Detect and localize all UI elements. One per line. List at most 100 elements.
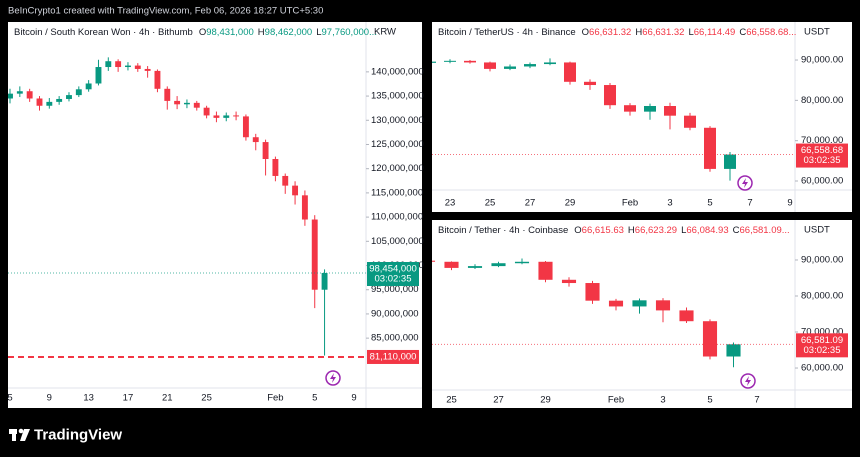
x-tick-label: 17 [123,393,134,404]
price-tag [796,333,848,358]
hline-tag [367,349,419,364]
candle-body [144,68,151,71]
candle-body [624,105,636,112]
candle [125,62,131,71]
candle-body [514,261,530,264]
candle-body [66,95,72,99]
y-tick-label: 70,000.00 [801,327,843,338]
candle-body [183,102,190,105]
candle-body [684,115,696,128]
price-tag [367,262,419,287]
candle-body [16,91,23,94]
ohlc-letter: H [635,27,642,38]
chart-panel: 60,000.00 70,000.00 80,000.00 90,000.00 USDT… [432,220,852,408]
ohlc-letter: H [628,225,635,236]
candle [203,105,210,119]
candle-body [233,115,240,117]
candle [115,59,122,72]
hline-tag-label: 81,110,000 [370,351,417,362]
candle-body [292,185,299,196]
panels: 85,000,00090,000,00095,000,000100,000,00… [7,22,852,408]
panel-background [432,220,852,408]
currency-label: USDT [804,225,830,236]
y-tick-label: 70,000.00 [801,135,843,146]
x-tick-label: 29 [565,198,576,209]
candle [233,111,240,121]
candle [282,173,289,194]
x-tick-label: Feb [608,395,624,406]
candle-body [464,60,476,63]
brand-name: TradingView [34,426,122,443]
countdown: 03:02:35 [804,155,841,166]
candle [484,61,496,72]
candle [664,102,676,130]
currency-label: USDT [804,27,830,38]
candle [75,86,82,98]
candle [242,114,249,141]
y-tick-label: 140,000,000 [371,66,424,77]
candle-body [544,62,556,65]
plot-area [432,58,736,181]
symbol-title: Bitcoin / TetherUS · 4h · Binance [438,27,576,38]
candle-body [252,137,259,143]
candle-body [8,93,13,99]
candle-body [724,154,736,169]
candle-body [608,300,624,307]
y-tick-label: 80,000.00 [801,291,843,302]
candle [524,62,536,69]
symbol-title: Bitcoin / South Korean Won · 4h · Bithum… [14,27,193,38]
y-tick-label: 110,000,000 [371,212,423,223]
logo-shape [12,429,16,441]
y-tick-label: 60,000.00 [801,176,843,187]
y-tick-label: 130,000,000 [371,115,424,126]
candle [514,258,530,265]
ohlc-letter: C [739,27,746,38]
candle-body [242,116,249,138]
x-tick-label: 21 [162,393,173,404]
candle-body [105,61,112,68]
candle [632,298,647,314]
candle [154,69,161,93]
header-text: BeInCrypto1 created with TradingView.com… [8,6,323,17]
candle-body [702,321,718,357]
logo-shape [18,428,24,434]
candle-body [282,175,289,186]
price-tag [796,143,848,168]
x-tick-label: 27 [493,395,504,406]
x-tick-label: 13 [83,393,94,404]
y-tick-label: 80,000.00 [801,95,843,106]
candle-body [561,279,577,284]
symbol-legend: Bitcoin / TetherUS · 4h · Binance O66,631… [438,27,796,38]
candle [644,103,656,120]
candle [144,66,151,78]
ohlc-letter: O [582,27,589,38]
candle [16,86,23,98]
candle-body [85,83,92,90]
x-tick-label: 25 [201,393,212,404]
candle-body [301,195,308,220]
candle-body [726,344,741,357]
candle-body [46,101,53,106]
candle [262,139,269,176]
ohlc-value: 66,623.29 [635,225,677,236]
x-tick-label: 23 [445,198,456,209]
chart-panel: 60,000.00 70,000.00 80,000.00 90,000.00 USDT… [432,22,852,212]
ohlc-value: 98,431,000 [206,27,254,38]
panel-background [8,22,422,408]
brand-logo: TradingView [9,426,122,443]
candle [655,298,671,323]
x-tick-label: 5 [7,393,12,404]
x-tick-label: Feb [622,198,638,209]
candle [36,96,43,111]
y-tick-label: 135,000,000 [371,91,424,102]
candle [702,319,718,360]
candle-body [604,85,616,106]
candle-body [655,300,671,311]
candle-body [664,106,676,116]
x-tick-label: 25 [485,198,496,209]
candle [164,86,171,110]
y-tick-label: 115,000,000 [371,187,423,198]
candle-body [704,127,716,169]
symbol-legend: Bitcoin / South Korean Won · 4h · Bithum… [14,27,377,38]
candle [252,133,259,151]
